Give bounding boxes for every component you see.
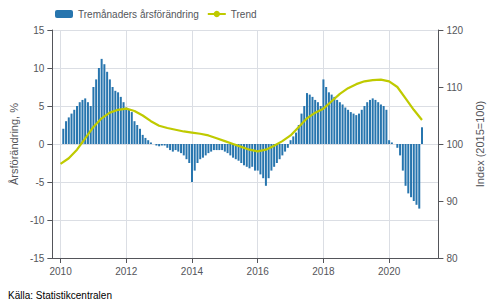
- svg-text:2018: 2018: [312, 266, 335, 277]
- svg-text:Tremånaders årsförändring: Tremånaders årsförändring: [78, 9, 199, 20]
- svg-text:Trend: Trend: [231, 9, 257, 20]
- svg-text:-10: -10: [30, 215, 45, 226]
- svg-text:10: 10: [33, 63, 45, 74]
- svg-text:15: 15: [33, 25, 45, 36]
- svg-text:80: 80: [446, 253, 458, 264]
- svg-text:110: 110: [446, 82, 462, 93]
- svg-text:Källa: Statistikcentralen: Källa: Statistikcentralen: [8, 290, 112, 301]
- svg-text:100: 100: [446, 139, 463, 150]
- svg-text:2010: 2010: [49, 266, 72, 277]
- svg-text:5: 5: [39, 101, 45, 112]
- svg-text:2014: 2014: [181, 266, 204, 277]
- svg-text:2012: 2012: [115, 266, 138, 277]
- svg-text:90: 90: [446, 196, 458, 207]
- svg-text:-5: -5: [35, 177, 44, 188]
- svg-text:Index (2015=100): Index (2015=100): [474, 101, 486, 188]
- svg-text:2020: 2020: [378, 266, 401, 277]
- svg-text:2016: 2016: [247, 266, 270, 277]
- svg-text:120: 120: [446, 25, 463, 36]
- svg-text:0: 0: [39, 139, 45, 150]
- svg-text:Årsförändring, %: Årsförändring, %: [8, 103, 20, 185]
- svg-text:-15: -15: [30, 253, 45, 264]
